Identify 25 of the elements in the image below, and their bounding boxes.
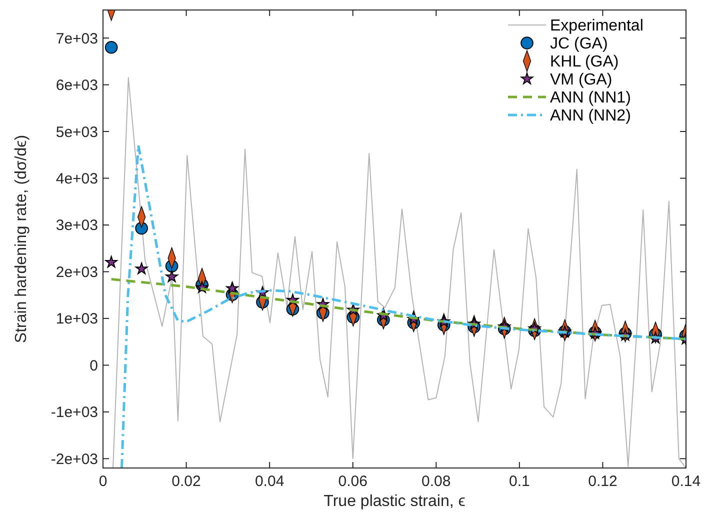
y-tick-label: 2e+03 <box>56 264 98 281</box>
x-axis-title: True plastic strain, ϵ <box>324 493 466 510</box>
x-tick-label: 0.04 <box>254 473 284 490</box>
x-tick-label: 0.14 <box>671 473 701 490</box>
y-tick-label: 1e+03 <box>56 310 98 328</box>
y-tick-label: 3e+03 <box>56 217 98 234</box>
y-tick-label: 6e+03 <box>56 77 98 94</box>
x-tick-label: 0.06 <box>338 473 368 490</box>
y-axis-title: Strain hardening rate, (dσ/dϵ) <box>13 134 30 344</box>
y-tick-label: -2e+03 <box>50 450 98 468</box>
legend-label: ANN (NN1) <box>550 90 631 107</box>
x-tick-label: 0.1 <box>509 473 530 490</box>
y-tick-label: 4e+03 <box>56 170 98 188</box>
legend-label: VM (GA) <box>550 72 612 89</box>
y-tick-label: 7e+03 <box>56 30 98 48</box>
x-tick-label: 0.08 <box>422 473 451 490</box>
legend-label: ANN (NN2) <box>550 108 631 125</box>
legend-label: JC (GA) <box>550 36 608 53</box>
y-tick-label: 5e+03 <box>56 124 98 141</box>
x-tick-label: 0.02 <box>172 473 201 490</box>
legend-label: Experimental <box>550 18 644 35</box>
y-tick-label: 0 <box>90 357 98 374</box>
legend-label: KHL (GA) <box>550 54 619 71</box>
x-tick-label: 0.12 <box>588 473 618 490</box>
y-tick-label: -1e+03 <box>50 404 98 422</box>
